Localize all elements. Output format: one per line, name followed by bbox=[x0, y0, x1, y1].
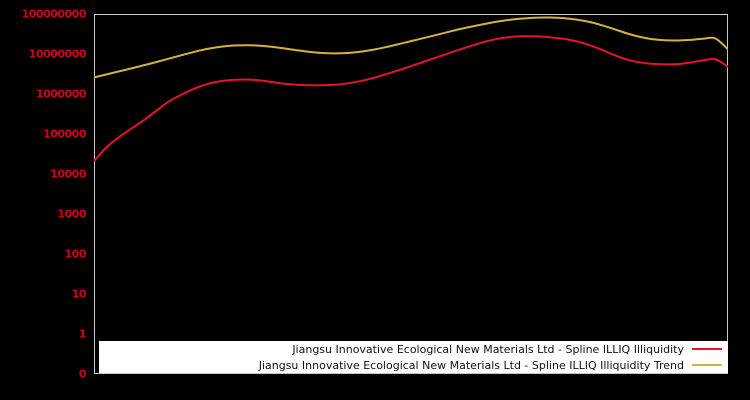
chart-legend: Jiangsu Innovative Ecological New Materi… bbox=[99, 341, 728, 373]
y-axis-tick-label: 1 bbox=[78, 327, 87, 341]
y-axis-tick-label: 100000 bbox=[43, 127, 86, 141]
y-axis: 100000000 10000000 1000000 100000 10000 1000 1… bbox=[0, 0, 90, 400]
legend-label-illiquidity: Jiangsu Innovative Ecological New Materi… bbox=[292, 342, 684, 356]
legend-swatch-illiquidity bbox=[692, 348, 722, 350]
legend-swatch-illiquidity-trend bbox=[692, 364, 722, 366]
legend-entry-illiquidity[interactable]: Jiangsu Innovative Ecological New Materi… bbox=[292, 341, 722, 357]
y-axis-tick-label: 1000000 bbox=[35, 87, 87, 101]
y-axis-tick-label: 10000 bbox=[50, 167, 86, 181]
y-axis-tick-label: 10 bbox=[71, 287, 87, 301]
y-axis-tick-label: 0 bbox=[78, 367, 87, 381]
legend-entry-illiquidity-trend[interactable]: Jiangsu Innovative Ecological New Materi… bbox=[259, 357, 722, 373]
legend-label-illiquidity-trend: Jiangsu Innovative Ecological New Materi… bbox=[258, 358, 684, 372]
series-line-1 bbox=[94, 16, 728, 79]
plot-area-frame bbox=[94, 14, 728, 374]
y-axis-tick-label: 1000 bbox=[57, 207, 86, 221]
y-axis-tick-label: 100000000 bbox=[21, 7, 87, 21]
series-line-0 bbox=[94, 35, 728, 163]
y-axis-tick-label: 10000000 bbox=[28, 47, 87, 61]
series-group bbox=[94, 16, 728, 163]
plot-canvas bbox=[94, 16, 728, 163]
y-axis-tick-label: 100 bbox=[64, 247, 87, 261]
